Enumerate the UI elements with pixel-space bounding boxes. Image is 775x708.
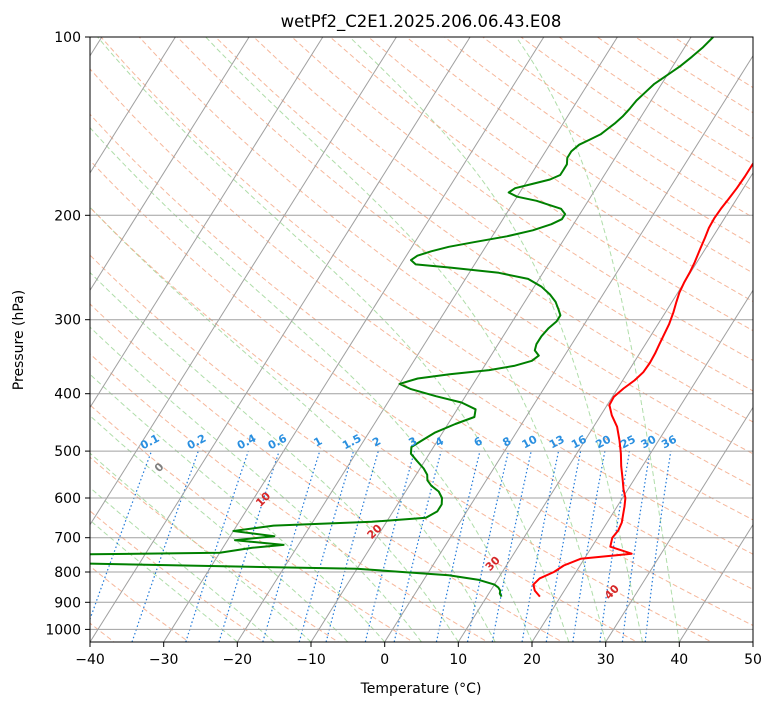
y-tick-label: 300 <box>54 313 81 329</box>
dry-adiabat-line <box>90 254 639 642</box>
mixing-ratio-label: 20 <box>593 433 613 452</box>
dry-adiabat-line <box>90 404 414 642</box>
x-tick-label: 10 <box>449 652 467 668</box>
mixing-ratio-line <box>435 450 481 642</box>
isotherm-line <box>90 37 250 292</box>
x-tick-label: 20 <box>523 652 541 668</box>
dry-adiabat-line <box>176 37 753 455</box>
dry-adiabat-line <box>215 37 753 423</box>
moist-adiabat-line <box>90 271 459 642</box>
dry-adiabat-line <box>329 37 753 332</box>
isotherm-line <box>236 37 618 642</box>
isotherms <box>90 37 753 642</box>
moist-adiabat-line <box>90 206 496 642</box>
y-tick-label: 900 <box>54 595 81 611</box>
isotherm-line <box>90 37 397 526</box>
mixing-ratio-label: 10 <box>520 433 540 452</box>
moist-adiabat-line <box>90 487 275 642</box>
y-tick-label: 500 <box>54 444 81 460</box>
x-axis-title: Temperature (°C) <box>360 681 482 697</box>
moist-adiabat-line <box>90 126 533 642</box>
isotherm-line <box>310 37 692 642</box>
x-tick-label: −30 <box>149 652 179 668</box>
dry-adiabat-line <box>90 68 753 555</box>
moist-adiabat-line <box>90 326 422 642</box>
mixing-ratio-line <box>298 450 355 642</box>
x-tick-label: −40 <box>75 652 105 668</box>
plot-frame <box>89 36 754 643</box>
x-axis: −40 −30 −20 −10 0 10 20 30 40 50 <box>75 642 762 668</box>
isotherm-line <box>678 523 753 642</box>
moist-adiabat-line <box>90 373 386 642</box>
mixing-ratio-line <box>262 450 321 642</box>
y-tick-label: 600 <box>54 491 81 507</box>
mixing-ratio-line <box>185 450 249 642</box>
sounding-series <box>90 37 753 598</box>
mixing-ratio-line <box>218 450 280 642</box>
moist-adiabat-line <box>97 37 570 642</box>
mixing-ratio-label: 16 <box>569 433 589 452</box>
moist-adiabat-line <box>515 37 680 642</box>
mixing-ratio-line <box>364 450 416 642</box>
isotherm-line <box>90 37 176 174</box>
isotherm-line <box>163 37 545 642</box>
mixing-ratio-line <box>621 450 651 642</box>
mixing-ratio-line <box>644 451 672 642</box>
chart-title: wetPf2_C2E1.2025.206.06.43.E08 <box>281 12 562 32</box>
dry-adiabat-line <box>100 37 753 521</box>
y-tick-label: 400 <box>54 387 81 403</box>
isotherm-line <box>90 37 324 409</box>
x-tick-label: −10 <box>296 652 326 668</box>
dry-adiabat-line <box>90 159 753 627</box>
isotherm-line <box>90 37 471 642</box>
moist-adiabat-line <box>205 37 607 642</box>
x-tick-label: 50 <box>744 652 762 668</box>
moist-adiabat-line <box>90 519 238 642</box>
temperature-profile <box>532 161 753 598</box>
isotherm-line <box>457 172 753 642</box>
mixing-ratio-label: 30 <box>639 433 659 452</box>
x-tick-label: 40 <box>670 652 688 668</box>
y-tick-label: 700 <box>54 531 81 547</box>
y-tick-label: 200 <box>54 208 81 224</box>
mixing-ratio-line <box>599 450 631 642</box>
moist-adiabats <box>90 37 680 642</box>
isotherm-line <box>531 289 753 642</box>
y-tick-label: 100 <box>54 30 81 46</box>
y-tick-label: 800 <box>54 565 81 581</box>
isotherm-line <box>384 54 753 642</box>
dry-adiabat-line <box>367 37 753 303</box>
mixing-ratio-line <box>325 450 379 642</box>
moist-adiabat-line <box>349 37 643 642</box>
isobars <box>90 37 753 630</box>
mixing-ratio-label: 13 <box>547 433 567 452</box>
y-axis-title: Pressure (hPa) <box>11 290 27 390</box>
x-tick-label: 0 <box>380 652 389 668</box>
dewpoint-profile <box>90 37 714 598</box>
y-tick-label: 1000 <box>45 622 81 638</box>
dry-adiabat-line <box>291 37 753 361</box>
dry-adiabat-line <box>138 37 753 488</box>
mixing-ratio-label: 25 <box>618 433 638 452</box>
isotherm-line <box>605 406 753 642</box>
moist-adiabat-line <box>90 415 349 642</box>
mixing-ratio-line <box>466 450 510 642</box>
x-tick-label: 30 <box>597 652 615 668</box>
x-tick-label: −20 <box>223 652 253 668</box>
mixing-ratio-label: 36 <box>659 433 679 452</box>
y-axis: 100 200 300 400 500 600 700 800 900 1000 <box>45 30 90 638</box>
dry-adiabat-line <box>90 113 753 590</box>
